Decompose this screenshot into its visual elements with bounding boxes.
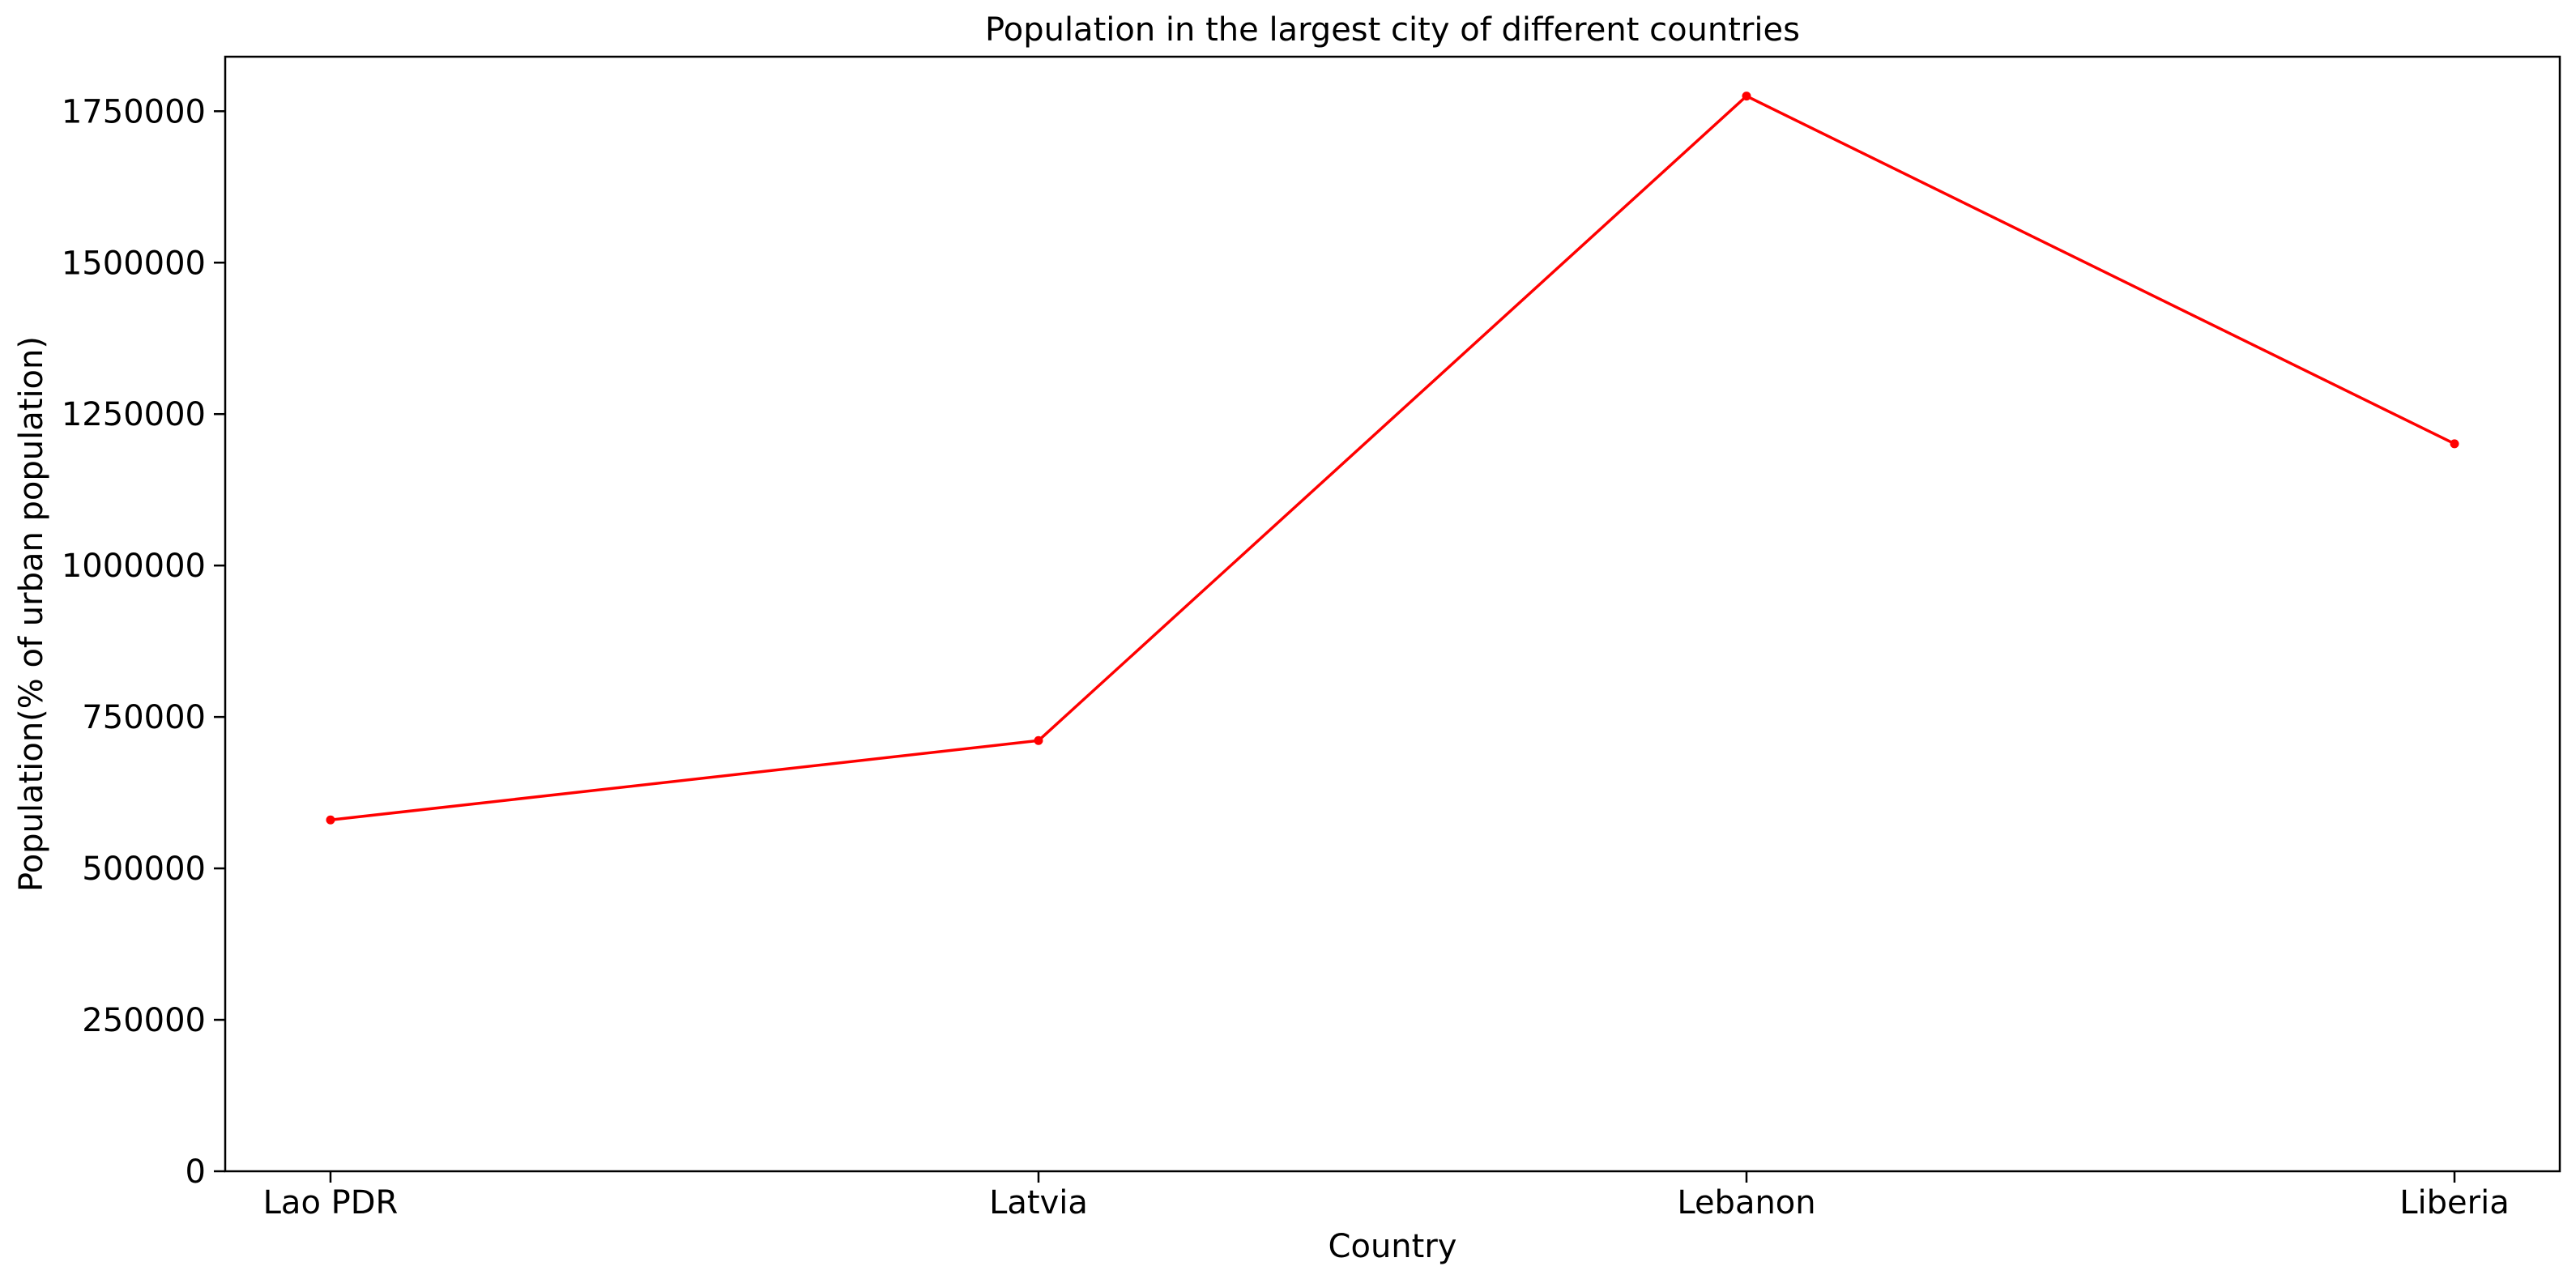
series-line: [330, 94, 2455, 821]
data-point: [2450, 439, 2459, 449]
y-tick-label: 1500000: [62, 245, 206, 282]
y-axis-label: Population(% of urban population): [13, 336, 50, 892]
y-tick-label: 1250000: [62, 396, 206, 433]
y-tick-label: 1750000: [62, 93, 206, 130]
y-tick-label: 750000: [82, 699, 206, 736]
chart-title: Population in the largest city of differ…: [985, 11, 1800, 49]
x-tick-label: Liberia: [2399, 1184, 2509, 1221]
y-tick-label: 500000: [82, 851, 206, 888]
y-tick-label: 1000000: [62, 548, 206, 585]
x-tick-label: Lebanon: [1677, 1184, 1815, 1221]
data-point: [1034, 735, 1043, 745]
x-axis-label: Country: [1329, 1228, 1457, 1265]
x-tick-label: Lao PDR: [263, 1184, 399, 1221]
plot-frame: [224, 55, 2561, 1173]
data-point: [326, 815, 335, 825]
y-tick-label: 250000: [82, 1002, 206, 1039]
data-point: [1742, 92, 1751, 101]
y-axis: 0 250000 500000 750000 1000000 1250000 1500000…: [62, 93, 225, 1191]
y-tick-label: 0: [186, 1153, 206, 1191]
x-tick-label: Latvia: [989, 1184, 1088, 1221]
x-axis: Lao PDR Latvia Lebanon Liberia: [263, 1171, 2510, 1221]
series-layer: [326, 92, 2459, 825]
